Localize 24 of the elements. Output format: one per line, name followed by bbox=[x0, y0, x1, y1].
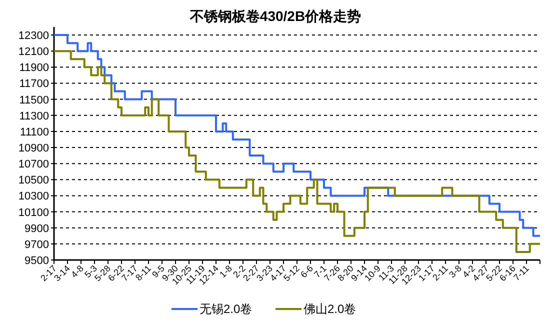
y-tick-label: 10700 bbox=[18, 158, 49, 171]
y-tick-label: 10300 bbox=[18, 190, 49, 203]
y-tick-label: 12300 bbox=[18, 30, 49, 42]
y-tick-label: 9500 bbox=[24, 255, 49, 267]
y-tick-label: 9700 bbox=[24, 238, 49, 251]
y-tick-label: 11500 bbox=[19, 94, 49, 106]
y-tick-label: 12100 bbox=[18, 46, 49, 58]
y-tick-label: 10100 bbox=[18, 206, 49, 219]
y-tick-label: 11700 bbox=[19, 78, 49, 90]
legend-label: 佛山2.0卷 bbox=[304, 302, 356, 316]
x-tick-label: 6-6 bbox=[298, 263, 315, 280]
y-tick-label: 11100 bbox=[20, 126, 49, 138]
y-tick-label: 10500 bbox=[18, 174, 49, 187]
x-tick-label: 1-8 bbox=[218, 263, 234, 280]
y-tick-label: 11900 bbox=[19, 62, 49, 74]
chart-title: 不锈钢板卷430/2B价格走势 bbox=[188, 8, 362, 24]
x-tick-label: 2-2 bbox=[231, 263, 248, 280]
x-tick-label: 4-8 bbox=[69, 263, 86, 280]
y-tick-label: 10900 bbox=[18, 142, 49, 155]
y-tick-label: 9900 bbox=[24, 222, 49, 235]
x-tick-label: 3-8 bbox=[447, 263, 464, 280]
legend-label: 无锡2.0卷 bbox=[200, 302, 252, 316]
x-tick-label: 7-11 bbox=[512, 263, 531, 283]
y-tick-label: 11300 bbox=[19, 110, 49, 122]
